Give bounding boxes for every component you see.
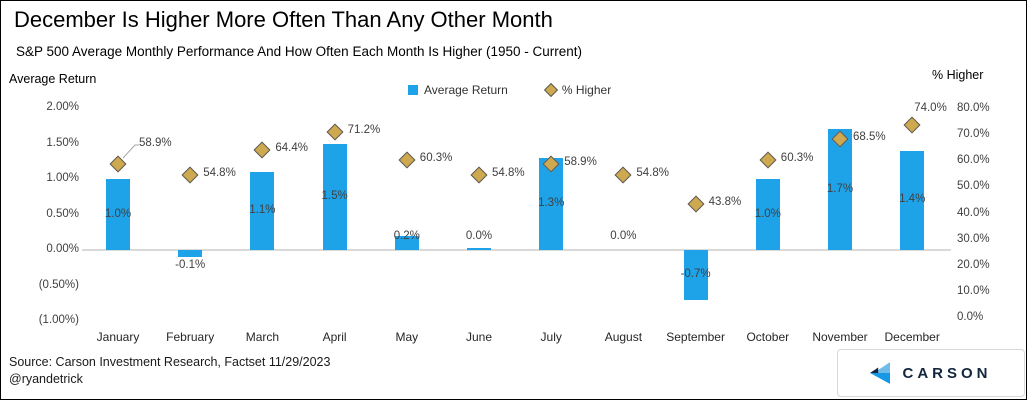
page-title: December Is Higher More Often Than Any O… (14, 7, 553, 32)
diamond-label-july: 58.9% (564, 156, 597, 169)
month-label-december: December (884, 330, 940, 344)
bar-label-november: 1.7% (826, 182, 854, 195)
bar-may (394, 235, 419, 250)
month-label-january: January (96, 330, 140, 344)
bar-september (683, 250, 708, 300)
carson-logo-text: CARSON (902, 364, 992, 382)
chart-legend: Average Return % Higher (408, 82, 612, 98)
bar-label-december: 1.4% (899, 193, 926, 206)
diamond-label-november: 68.5% (853, 131, 886, 144)
x-axis-zero-line (82, 249, 951, 251)
y-axis-right-tick: 0.0% (957, 311, 984, 323)
month-label-november: November (812, 330, 868, 344)
y-axis-right-tick: 70.0% (957, 128, 990, 141)
y-axis-right-tick: 30.0% (957, 232, 990, 245)
bar-january (106, 179, 130, 250)
legend-label-pct-higher: % Higher (561, 83, 612, 97)
diamond-february (181, 166, 199, 184)
month-label-august: August (604, 330, 643, 344)
y-axis-left-tick: 1.50% (46, 136, 79, 149)
y-axis-left-tick: 0.00% (46, 243, 79, 255)
right-axis-title: % Higher (932, 68, 984, 82)
bar-label-august: 0.0% (610, 230, 637, 242)
month-label-september: September (666, 330, 725, 344)
bar-label-october: 1.0% (754, 207, 781, 220)
chart-subtitle: S&P 500 Average Monthly Performance And … (16, 44, 583, 59)
y-axis-left-tick: 2.00% (46, 101, 79, 113)
bar-label-june: 0.0% (465, 230, 493, 242)
bar-label-april: 1.5% (321, 189, 348, 202)
bar-december (900, 150, 925, 250)
y-axis-right-tick: 40.0% (957, 206, 990, 219)
legend-square-swatch-icon (408, 85, 418, 95)
diamond-label-october: 60.3% (780, 152, 814, 165)
diamond-september (687, 195, 705, 213)
month-label-april: April (322, 330, 347, 344)
carson-logo: CARSON (837, 349, 1025, 397)
bar-june (467, 247, 491, 250)
diamond-label-june: 54.8% (492, 166, 525, 179)
bar-october (755, 179, 780, 250)
diamond-label-january: 58.9% (139, 137, 172, 149)
carson-chevron-icon (870, 362, 891, 384)
legend-diamond-swatch-icon (543, 82, 558, 98)
y-axis-left-tick: 1.00% (46, 172, 79, 184)
bar-label-february: -0.1% (175, 259, 206, 272)
diamond-label-february: 54.8% (203, 166, 236, 179)
month-label-may: May (395, 330, 419, 344)
legend-label-average-return: Average Return (424, 83, 508, 97)
y-axis-right-tick: 10.0% (957, 284, 990, 297)
diamond-label-may: 60.3% (419, 152, 453, 165)
bar-november (828, 129, 852, 250)
diamond-label-september: 43.8% (708, 195, 742, 208)
month-label-february: February (166, 330, 215, 344)
diamond-april (326, 123, 344, 141)
y-axis-right-tick: 20.0% (957, 258, 990, 271)
source-note: Source: Carson Investment Research, Fact… (9, 355, 331, 369)
y-axis-left-tick: (0.50%) (38, 278, 79, 291)
y-axis-right-tick: 80.0% (957, 102, 990, 114)
diamond-label-april: 71.2% (347, 123, 381, 136)
diamond-october (759, 151, 777, 169)
y-axis-left-tick: 0.50% (46, 207, 79, 220)
diamond-january (109, 155, 127, 173)
month-label-october: October (746, 330, 790, 344)
bar-april (322, 143, 347, 250)
y-axis-right-tick: 60.0% (957, 154, 990, 167)
bar-label-july: 1.3% (538, 196, 565, 209)
month-label-july: July (540, 330, 562, 344)
bar-label-may: 0.2% (393, 230, 420, 242)
diamond-june (470, 166, 488, 184)
bar-label-january: 1.0% (104, 207, 132, 220)
twitter-handle: @ryandetrick (9, 372, 83, 386)
diamond-december (903, 116, 921, 134)
legend-item-average-return: Average Return (408, 83, 508, 97)
left-axis-title: Average Return (9, 72, 97, 86)
bar-march (250, 171, 275, 250)
diamond-march (253, 141, 271, 159)
y-axis-left-tick: (1.00%) (38, 314, 79, 326)
month-label-march: March (245, 330, 280, 344)
diamond-label-march: 64.4% (275, 141, 308, 154)
bar-february (178, 250, 203, 258)
diamond-august (614, 166, 632, 184)
diamond-label-december: 74.0% (914, 102, 947, 114)
bar-label-march: 1.1% (249, 203, 276, 216)
bar-july (539, 157, 564, 250)
y-axis-right-tick: 50.0% (957, 180, 990, 193)
diamond-label-august: 54.8% (636, 166, 669, 179)
legend-item-pct-higher: % Higher (543, 82, 612, 98)
month-label-june: June (465, 330, 493, 344)
diamond-may (398, 151, 416, 169)
bar-label-september: -0.7% (680, 267, 711, 280)
